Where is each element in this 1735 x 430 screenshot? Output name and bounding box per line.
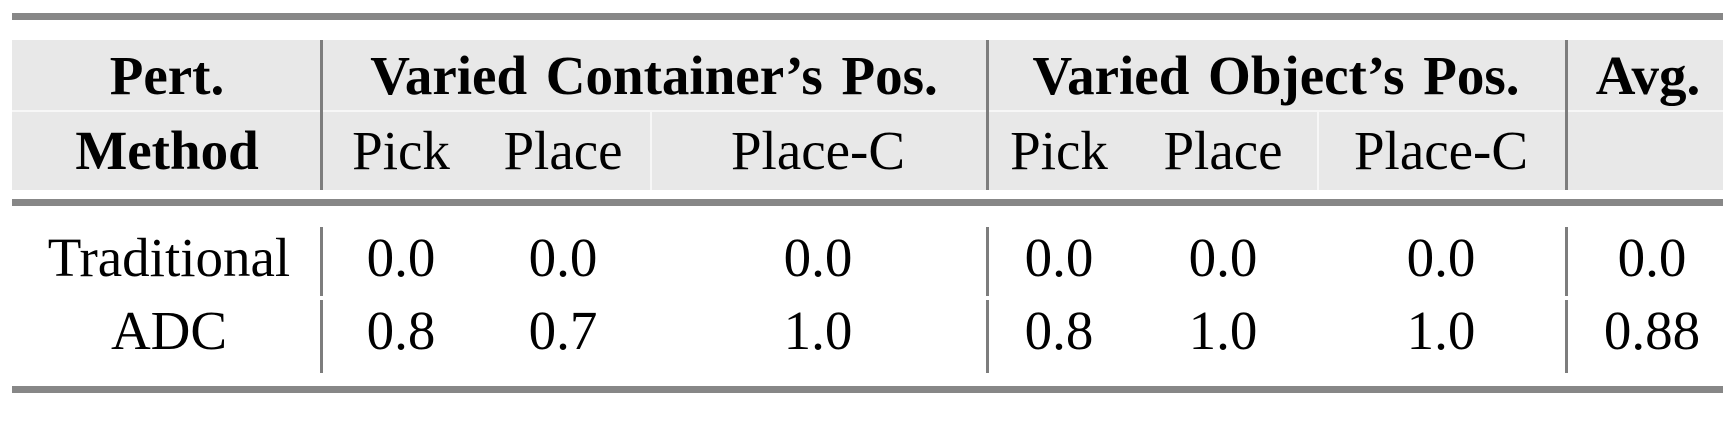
cell-adc-avg: 0.88	[1603, 300, 1701, 361]
column-divider	[986, 227, 989, 296]
bottom-rule	[12, 386, 1723, 393]
cell-adc-object-place-c: 1.0	[1406, 300, 1476, 361]
cell-trad-container-place: 0.0	[528, 227, 598, 288]
top-rule	[12, 13, 1723, 20]
subheader-object-place-c: Place-C	[1353, 120, 1529, 181]
header-group-container: Varied Container’s Pos.	[370, 45, 938, 106]
header-method: Method	[75, 120, 259, 181]
column-divider	[1565, 227, 1568, 296]
column-divider	[986, 40, 989, 190]
cell-trad-container-place-c: 0.0	[783, 227, 853, 288]
column-divider	[320, 40, 323, 190]
cell-adc-object-place: 1.0	[1188, 300, 1258, 361]
cell-trad-object-place: 0.0	[1188, 227, 1258, 288]
header-body-rule	[12, 199, 1723, 206]
column-divider	[1565, 40, 1568, 190]
cell-adc-object-pick: 0.8	[1024, 300, 1094, 361]
subheader-object-pick: Pick	[1010, 120, 1108, 181]
subheader-object-place: Place	[1163, 120, 1283, 181]
cell-trad-object-place-c: 0.0	[1406, 227, 1476, 288]
header-group-object: Varied Object’s Pos.	[1032, 45, 1520, 106]
subheader-container-pick: Pick	[352, 120, 450, 181]
cell-adc-container-pick: 0.8	[366, 300, 436, 361]
cell-trad-avg: 0.0	[1617, 227, 1687, 288]
light-column-separator	[650, 112, 652, 190]
cell-trad-container-pick: 0.0	[366, 227, 436, 288]
header-row-separator	[12, 110, 1723, 112]
light-column-separator	[1317, 112, 1319, 190]
cell-trad-object-pick: 0.0	[1024, 227, 1094, 288]
cell-adc-container-place: 0.7	[528, 300, 598, 361]
row-label-adc: ADC	[110, 300, 228, 361]
column-divider	[320, 300, 323, 373]
header-pert: Pert.	[109, 45, 225, 106]
header-avg: Avg.	[1595, 45, 1701, 106]
header-background	[12, 40, 1723, 190]
cell-adc-container-place-c: 1.0	[783, 300, 853, 361]
column-divider	[1565, 300, 1568, 373]
column-divider	[320, 227, 323, 296]
subheader-container-place-c: Place-C	[730, 120, 906, 181]
column-divider	[986, 300, 989, 373]
subheader-container-place: Place	[503, 120, 623, 181]
row-label-traditional: Traditional	[47, 227, 291, 288]
